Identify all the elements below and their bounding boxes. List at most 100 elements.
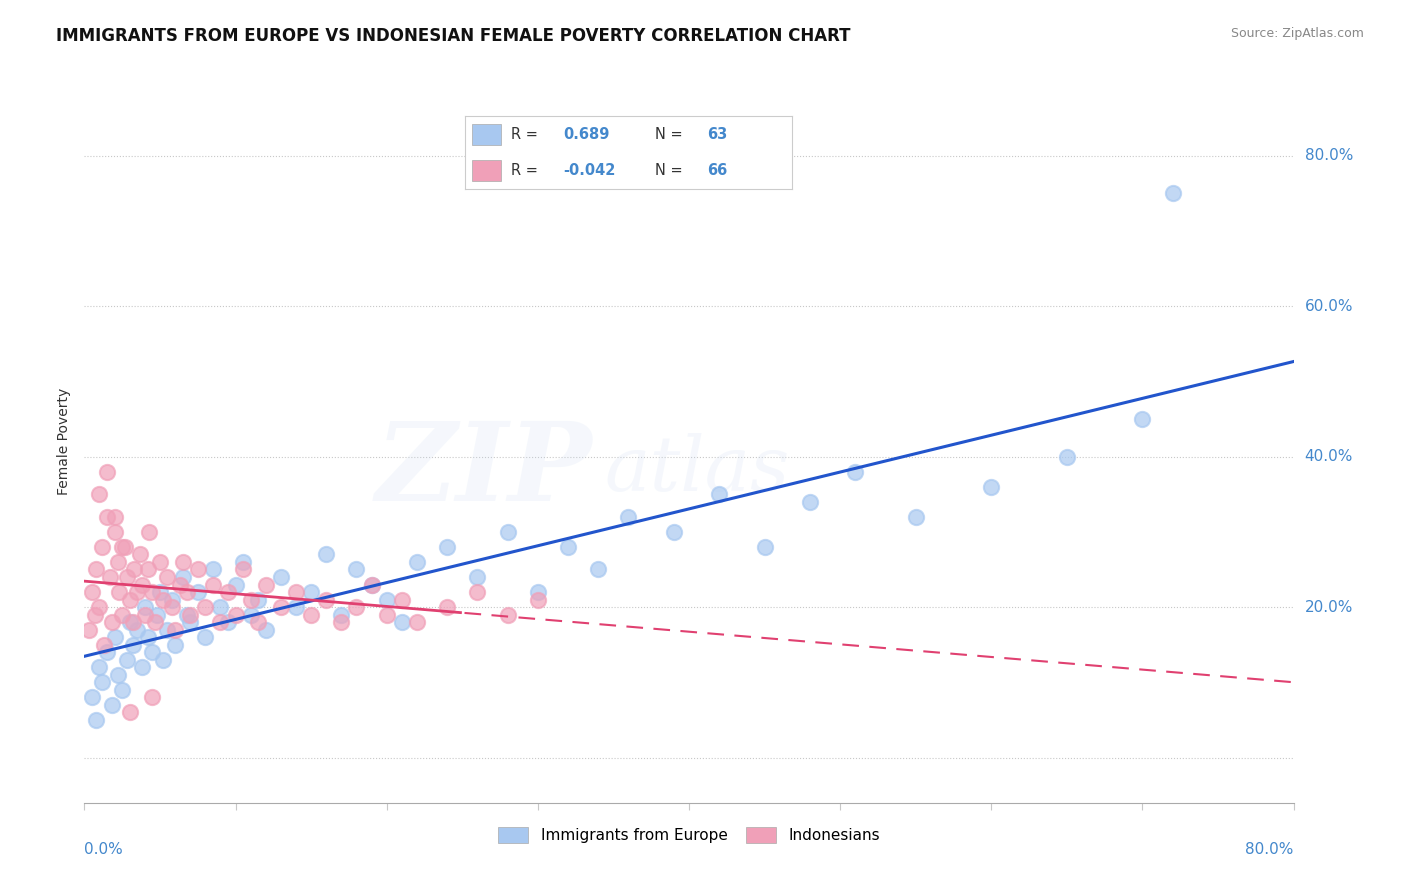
Point — [141, 585, 163, 599]
Point — [391, 615, 413, 630]
Point — [179, 607, 201, 622]
Point — [315, 548, 337, 562]
Y-axis label: Female Poverty: Female Poverty — [58, 388, 72, 495]
Point — [754, 540, 776, 554]
Point — [86, 562, 108, 576]
Point — [111, 607, 134, 622]
Point — [209, 600, 232, 615]
Point — [346, 562, 368, 576]
Point — [96, 509, 118, 524]
Point — [225, 607, 247, 622]
Point — [114, 540, 136, 554]
Point — [980, 480, 1002, 494]
Point — [375, 607, 398, 622]
Point — [121, 615, 143, 630]
Point — [77, 623, 100, 637]
Point — [89, 660, 111, 674]
Point — [86, 713, 108, 727]
Point — [127, 585, 149, 599]
Point — [662, 524, 685, 539]
Text: 60.0%: 60.0% — [1305, 299, 1353, 314]
Point — [588, 562, 610, 576]
Point — [152, 592, 174, 607]
Point — [136, 630, 159, 644]
Point — [360, 577, 382, 591]
Text: 80.0%: 80.0% — [1246, 842, 1294, 856]
Point — [239, 592, 262, 607]
Point — [194, 630, 217, 644]
Point — [146, 607, 169, 622]
Point — [107, 555, 129, 569]
Point — [187, 585, 209, 599]
Point — [115, 570, 138, 584]
Point — [111, 682, 134, 697]
Point — [104, 509, 127, 524]
Point — [91, 675, 114, 690]
Point — [176, 607, 198, 622]
Point — [330, 607, 353, 622]
Point — [496, 524, 519, 539]
Point — [527, 585, 550, 599]
Point — [172, 555, 194, 569]
Point — [98, 570, 121, 584]
Point — [1130, 412, 1153, 426]
Point — [299, 585, 322, 599]
Point — [187, 562, 209, 576]
Point — [617, 509, 640, 524]
Point — [104, 630, 127, 644]
Point — [225, 577, 247, 591]
Point — [131, 660, 153, 674]
Point — [270, 600, 292, 615]
Point — [80, 690, 103, 705]
Point — [179, 615, 201, 630]
Point — [254, 577, 277, 591]
Point — [1056, 450, 1078, 464]
Point — [149, 555, 172, 569]
Text: atlas: atlas — [605, 434, 790, 508]
Point — [156, 623, 179, 637]
Point — [111, 540, 134, 554]
Point — [149, 585, 172, 599]
Point — [217, 585, 239, 599]
Point — [360, 577, 382, 591]
Point — [141, 645, 163, 659]
Point — [194, 600, 217, 615]
Point — [152, 653, 174, 667]
Point — [131, 577, 153, 591]
Point — [232, 555, 254, 569]
Point — [136, 562, 159, 576]
Point — [160, 592, 183, 607]
Point — [129, 548, 152, 562]
Point — [169, 577, 191, 591]
Point — [118, 592, 141, 607]
Point — [217, 615, 239, 630]
Point — [467, 585, 489, 599]
Point — [118, 706, 141, 720]
Point — [247, 615, 270, 630]
Point — [406, 615, 429, 630]
Point — [346, 600, 368, 615]
Point — [557, 540, 579, 554]
Point — [89, 600, 111, 615]
Point — [299, 607, 322, 622]
Point — [201, 577, 224, 591]
Point — [145, 615, 167, 630]
Point — [496, 607, 519, 622]
Point — [270, 570, 292, 584]
Point — [118, 615, 141, 630]
Point — [121, 638, 143, 652]
Point — [406, 555, 429, 569]
Point — [285, 585, 308, 599]
Point — [91, 540, 114, 554]
Text: 80.0%: 80.0% — [1305, 148, 1353, 163]
Point — [209, 615, 232, 630]
Point — [107, 668, 129, 682]
Text: 20.0%: 20.0% — [1305, 599, 1353, 615]
Point — [375, 592, 398, 607]
Point — [141, 690, 163, 705]
Point — [134, 600, 156, 615]
Point — [127, 623, 149, 637]
Point — [96, 465, 118, 479]
Point — [160, 600, 183, 615]
Point — [165, 638, 187, 652]
